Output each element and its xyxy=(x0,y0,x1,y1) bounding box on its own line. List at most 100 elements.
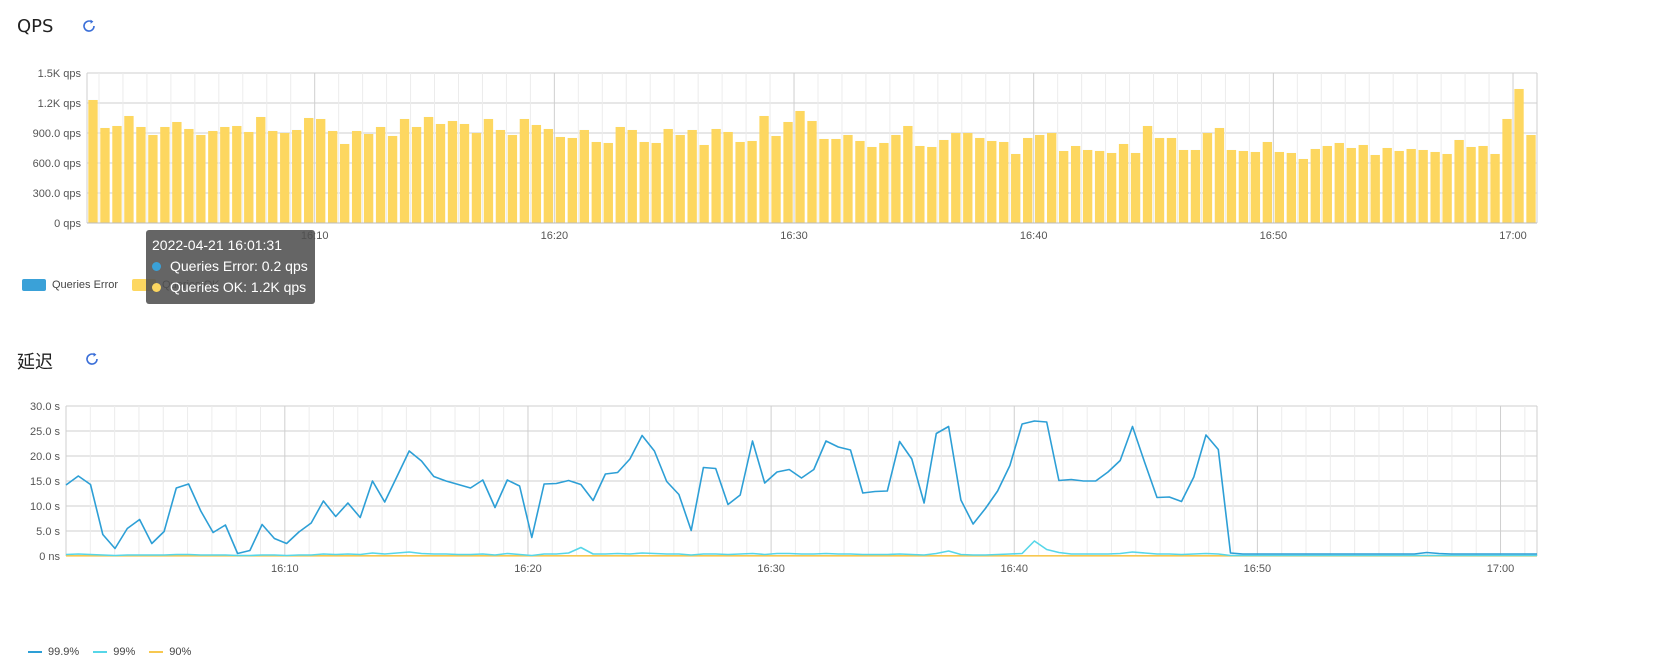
qps-ok-bar xyxy=(855,141,864,223)
qps-ok-bar xyxy=(1347,148,1356,223)
latency-panel-title: 延迟 xyxy=(17,348,53,374)
qps-ok-bar xyxy=(304,118,313,223)
qps-ok-bar xyxy=(244,132,253,223)
qps-ok-bar xyxy=(232,126,241,223)
qps-ok-bar xyxy=(987,141,996,223)
qps-y-tick-label: 0 qps xyxy=(54,218,81,230)
latency-y-tick-label: 20.0 s xyxy=(30,451,60,463)
latency-x-tick-label: 16:10 xyxy=(271,563,299,575)
latency-legend-item[interactable]: 99% xyxy=(93,646,135,658)
qps-ok-bar xyxy=(148,135,157,223)
qps-x-tick-label: 16:30 xyxy=(780,230,808,242)
qps-ok-bar xyxy=(1466,147,1475,223)
qps-ok-bar xyxy=(220,127,229,223)
qps-ok-bar xyxy=(616,127,625,223)
qps-y-tick-label: 600.0 qps xyxy=(33,158,82,170)
qps-ok-bar xyxy=(1203,133,1212,223)
tooltip-title: 2022-04-21 16:01:31 xyxy=(152,235,308,256)
qps-ok-bar xyxy=(1107,153,1116,223)
qps-ok-bar xyxy=(891,135,900,223)
qps-ok-bar xyxy=(412,127,421,223)
qps-ok-bar xyxy=(1275,152,1284,223)
qps-ok-bar xyxy=(1383,148,1392,223)
qps-ok-bar xyxy=(687,130,696,223)
qps-ok-bar xyxy=(951,133,960,223)
tooltip-row-error: Queries Error: 0.2 qps xyxy=(152,256,308,277)
qps-ok-bar xyxy=(975,138,984,223)
qps-ok-bar xyxy=(316,119,325,223)
qps-ok-bar xyxy=(759,116,768,223)
qps-ok-bar xyxy=(1442,154,1451,223)
qps-ok-bar xyxy=(1119,144,1128,223)
qps-ok-bar xyxy=(628,130,637,223)
latency-legend-swatch xyxy=(149,651,163,653)
qps-legend-item[interactable]: Queries Error xyxy=(22,279,118,291)
qps-ok-bar xyxy=(256,117,265,223)
qps-ok-bar xyxy=(1359,145,1368,223)
latency-legend-label: 99.9% xyxy=(48,646,79,658)
qps-ok-bar xyxy=(735,142,744,223)
qps-ok-bar xyxy=(1490,154,1499,223)
qps-ok-bar xyxy=(532,125,541,223)
latency-y-tick-label: 0 ns xyxy=(39,551,60,563)
qps-ok-bar xyxy=(1478,146,1487,223)
qps-ok-bar xyxy=(280,133,289,223)
qps-ok-bar xyxy=(88,100,97,223)
qps-ok-bar xyxy=(508,135,517,223)
qps-y-tick-label: 900.0 qps xyxy=(33,128,82,140)
latency-legend-swatch xyxy=(28,651,42,653)
tooltip-row-ok: Queries OK: 1.2K qps xyxy=(152,277,308,298)
refresh-icon[interactable] xyxy=(84,351,100,367)
qps-ok-bar xyxy=(1263,142,1272,223)
qps-ok-bar xyxy=(1095,151,1104,223)
latency-legend-item[interactable]: 99.9% xyxy=(28,646,79,658)
qps-ok-bar xyxy=(711,129,720,223)
qps-ok-bar xyxy=(568,138,577,223)
qps-ok-bar xyxy=(352,131,361,223)
qps-ok-bar xyxy=(472,133,481,223)
qps-ok-bar xyxy=(364,134,373,223)
qps-ok-bar xyxy=(1526,135,1535,223)
qps-ok-bar xyxy=(1167,138,1176,223)
qps-ok-bar xyxy=(496,130,505,223)
qps-ok-bar xyxy=(1035,135,1044,223)
latency-legend-label: 90% xyxy=(169,646,191,658)
qps-ok-bar xyxy=(1407,149,1416,223)
tooltip-ok-dot xyxy=(152,283,161,292)
qps-ok-bar xyxy=(1191,150,1200,223)
qps-ok-bar xyxy=(723,132,732,223)
latency-y-tick-label: 10.0 s xyxy=(30,501,60,513)
qps-ok-bar xyxy=(1239,151,1248,223)
qps-ok-bar xyxy=(196,135,205,223)
qps-y-tick-label: 1.5K qps xyxy=(38,68,82,80)
qps-ok-bar xyxy=(544,129,553,223)
qps-ok-bar xyxy=(1454,140,1463,223)
qps-ok-bar xyxy=(448,121,457,223)
qps-ok-bar xyxy=(640,142,649,223)
qps-ok-bar xyxy=(184,129,193,223)
qps-ok-bar xyxy=(172,122,181,223)
qps-ok-bar xyxy=(903,126,912,223)
latency-legend-label: 99% xyxy=(113,646,135,658)
qps-ok-bar xyxy=(1299,159,1308,223)
qps-ok-bar xyxy=(1251,152,1260,223)
qps-ok-bar xyxy=(556,137,565,223)
qps-ok-bar xyxy=(795,111,804,223)
qps-ok-bar xyxy=(939,140,948,223)
qps-ok-bar xyxy=(1335,143,1344,223)
qps-ok-bar xyxy=(867,147,876,223)
latency-y-tick-label: 25.0 s xyxy=(30,426,60,438)
qps-ok-bar xyxy=(1311,149,1320,223)
qps-ok-bar xyxy=(676,135,685,223)
refresh-icon[interactable] xyxy=(81,18,97,34)
qps-ok-bar xyxy=(460,124,469,223)
qps-panel-title: QPS xyxy=(17,16,53,37)
qps-ok-bar xyxy=(747,141,756,223)
latency-legend-item[interactable]: 90% xyxy=(149,646,191,658)
qps-ok-bar xyxy=(879,143,888,223)
qps-ok-bar xyxy=(1502,119,1511,223)
qps-x-tick-label: 16:20 xyxy=(541,230,569,242)
qps-ok-bar xyxy=(1155,138,1164,223)
tooltip-ok-label: Queries OK: 1.2K qps xyxy=(170,279,306,295)
